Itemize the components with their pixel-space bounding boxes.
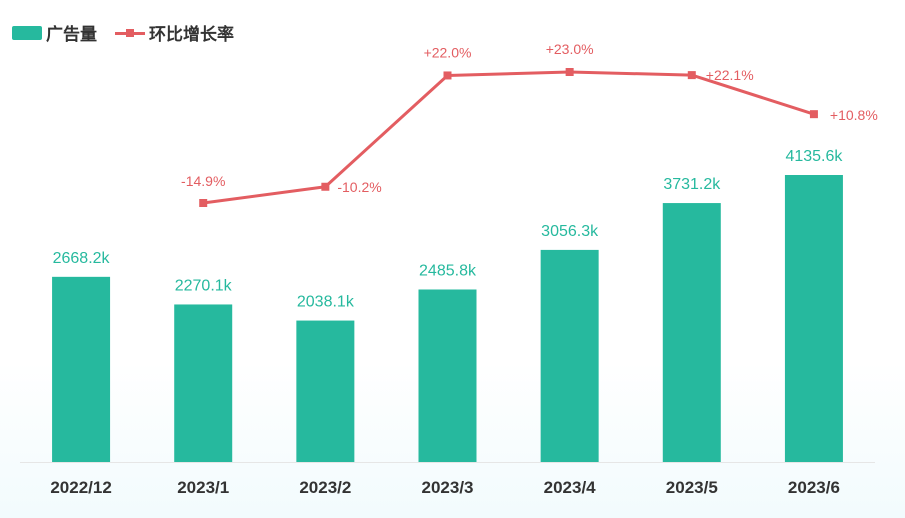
x-tick-label: 2023/6 bbox=[788, 478, 840, 497]
bar-value-label: 4135.6k bbox=[785, 148, 843, 165]
growth-marker[interactable] bbox=[321, 183, 329, 191]
bar-2023-1[interactable] bbox=[174, 304, 232, 462]
bar-value-label: 2038.1k bbox=[297, 294, 355, 311]
x-tick-label: 2023/2 bbox=[299, 478, 351, 497]
bar-2023-2[interactable] bbox=[296, 321, 354, 462]
x-tick-label: 2023/3 bbox=[422, 478, 474, 497]
bar-value-label: 2668.2k bbox=[53, 250, 111, 267]
growth-value-label: +23.0% bbox=[546, 41, 594, 57]
x-tick-label: 2023/5 bbox=[666, 478, 718, 497]
growth-marker[interactable] bbox=[444, 71, 452, 79]
x-tick-label: 2023/4 bbox=[544, 478, 597, 497]
growth-marker[interactable] bbox=[566, 68, 574, 76]
growth-marker[interactable] bbox=[199, 199, 207, 207]
bar-2023-3[interactable] bbox=[419, 289, 477, 462]
bar-value-label: 3056.3k bbox=[541, 223, 599, 240]
bar-value-label: 3731.2k bbox=[663, 176, 721, 193]
growth-line bbox=[203, 72, 814, 203]
bar-2023-6[interactable] bbox=[785, 175, 843, 462]
growth-value-label: +22.1% bbox=[706, 67, 754, 83]
bar-value-label: 2270.1k bbox=[175, 277, 233, 294]
growth-marker[interactable] bbox=[810, 110, 818, 118]
bar-2023-4[interactable] bbox=[541, 250, 599, 462]
bar-value-label: 2485.8k bbox=[419, 262, 477, 279]
bar-2022-12[interactable] bbox=[52, 277, 110, 462]
bar-2023-5[interactable] bbox=[663, 203, 721, 462]
x-tick-label: 2022/12 bbox=[50, 478, 111, 497]
growth-marker[interactable] bbox=[688, 71, 696, 79]
growth-value-label: +10.8% bbox=[830, 107, 878, 123]
growth-value-label: +22.0% bbox=[424, 44, 472, 60]
growth-value-label: -10.2% bbox=[337, 179, 381, 195]
growth-value-label: -14.9% bbox=[181, 173, 225, 189]
x-tick-label: 2023/1 bbox=[177, 478, 229, 497]
